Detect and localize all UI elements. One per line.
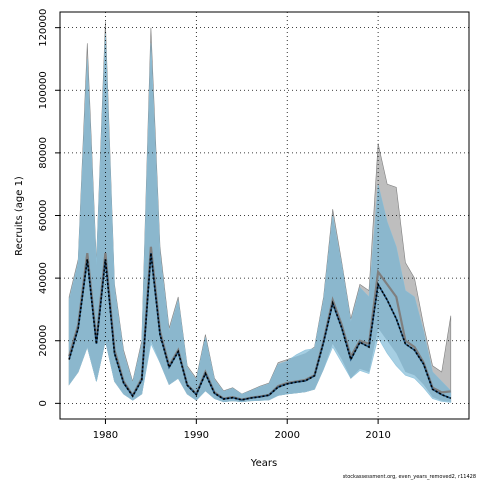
y-axis: 0 20000 40000 60000 80000 100000 120000	[38, 9, 60, 406]
y-tick-label: 20000	[38, 325, 49, 357]
x-axis: 1980 1990 2000 2010	[93, 419, 391, 441]
footnote: stockassessment.org, even_years_removed2…	[343, 474, 476, 480]
x-axis-title: Years	[250, 458, 277, 469]
x-tick-label: 2010	[365, 430, 390, 441]
series-lines	[68, 246, 452, 401]
y-tick-label: 100000	[38, 71, 49, 109]
grid-lines	[60, 12, 469, 419]
y-axis-title: Recruits (age 1)	[14, 176, 25, 256]
y-tick-label: 0	[38, 400, 49, 406]
confidence-bands	[68, 21, 452, 403]
y-tick-label: 40000	[38, 262, 49, 294]
y-tick-label: 60000	[38, 200, 49, 232]
x-tick-label: 1990	[184, 430, 209, 441]
band-overlap	[69, 33, 451, 402]
y-tick-label: 80000	[38, 137, 49, 169]
series-line-estimate	[68, 253, 452, 401]
x-tick-label: 1980	[93, 430, 118, 441]
y-tick-label: 120000	[38, 9, 49, 47]
x-tick-label: 2000	[274, 430, 299, 441]
